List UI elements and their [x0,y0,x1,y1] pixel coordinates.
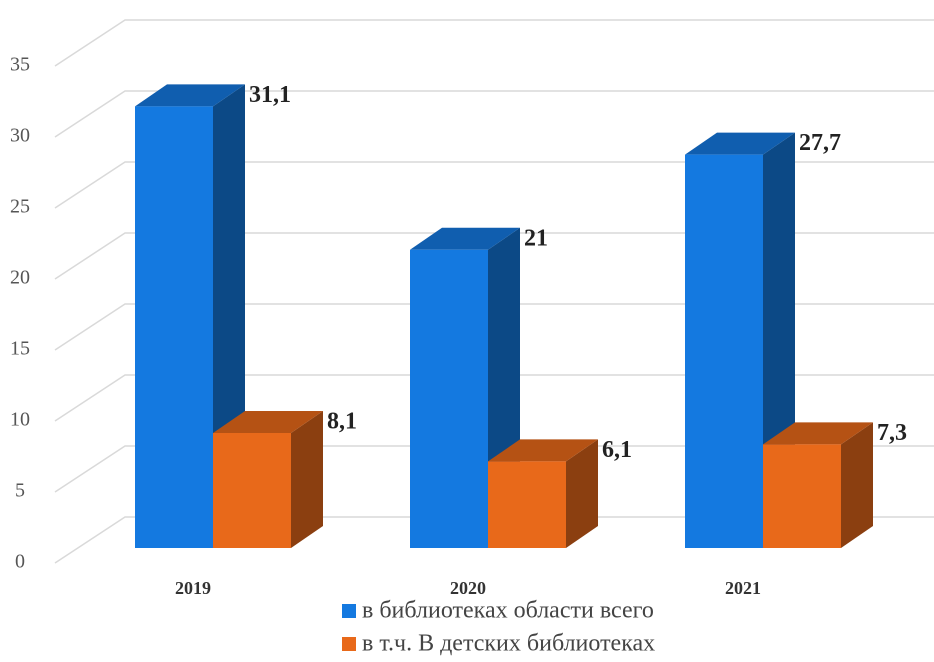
bar-top [763,422,873,445]
bar [213,410,323,548]
y-tick-label: 25 [10,196,30,218]
grid-line [54,232,934,280]
bar-side [291,410,323,548]
bar-side [566,439,598,548]
grid-line [54,516,934,564]
grid-line [54,19,934,67]
value-label: 27,7 [799,130,841,156]
grid-line [54,90,934,138]
legend-label: в т.ч. В детских библиотеках [362,631,655,657]
y-tick-label: 30 [10,125,30,147]
bar-front [213,432,291,548]
bar-front [685,154,763,548]
bar-front [488,461,566,548]
value-label: 7,3 [877,420,907,446]
y-tick-label: 20 [10,267,30,289]
y-tick-label: 5 [15,480,25,502]
grid-line [54,303,934,351]
bar-top [488,439,598,462]
grid-line [54,445,934,493]
x-tick-label: 2019 [175,578,211,598]
legend-label: в библиотеках области всего [362,598,654,624]
bar [488,439,598,548]
bar-top [685,132,795,155]
value-label: 21 [524,225,548,251]
y-tick-label: 10 [10,409,30,431]
bar-front [410,249,488,549]
y-tick-label: 15 [10,338,30,360]
bar-front [763,444,841,548]
grid-line [54,161,934,209]
grid-line [54,374,934,422]
value-label: 8,1 [327,408,357,434]
x-tick-label: 2020 [450,578,486,598]
bar-top [410,227,520,250]
y-tick-label: 0 [15,551,25,573]
legend-swatch [342,604,356,618]
value-label: 31,1 [249,82,291,108]
x-tick-label: 2021 [725,578,761,598]
bar-top [135,84,245,107]
legend-swatch [342,637,356,651]
y-tick-label: 35 [10,54,30,76]
bar-top [213,410,323,433]
bar-side [841,422,873,548]
bar [763,422,873,548]
value-label: 6,1 [602,437,632,463]
bar-front [135,106,213,548]
